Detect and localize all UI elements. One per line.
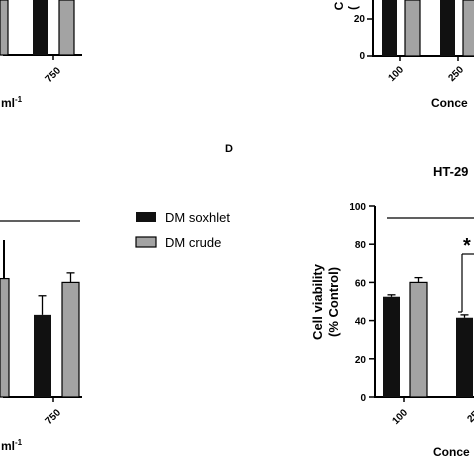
bar-750-crude-left [0,0,9,56]
y-axis-label-line1: Cell viability [310,263,325,340]
y-label-fragment-1: C [332,1,346,10]
chart-title: HT-29 [433,164,468,179]
y-tick-label: 0 [360,393,366,404]
bar-25-soxhlet [456,317,473,397]
panel-bottom-right: HT-29 Cell viability (% Control) * Conce… [310,164,474,459]
bar-100-crude [409,281,428,398]
x-tick-label-25: 25 [465,409,474,425]
y-tick-label: 40 [355,317,367,328]
panel-letter: D [225,143,233,155]
x-axis-label-fragment: Conce [431,96,468,110]
y-label-fragment-2: ( [346,6,360,10]
y-tick-label: 20 [355,355,367,366]
y-tick-label: 60 [355,278,367,289]
bar-100-crude [404,0,421,57]
bar-250-soxhlet [440,0,455,56]
significance-marker: * [463,235,471,257]
y-tick-label: 100 [349,202,366,213]
y-tick-label-0: 0 [359,51,365,62]
y-tick-label: 80 [355,240,367,251]
panel-bottom-left: 750 ml-1 [0,220,82,453]
bar-100-soxhlet [383,296,400,397]
legend-swatch-soxhlet [136,212,156,222]
y-axis-label-line2: (% Control) [326,267,341,337]
x-tick-label-100: 100 [386,64,406,84]
x-tick-label-250: 250 [446,64,466,84]
bar-100-soxhlet [382,0,397,56]
x-axis-unit-top: ml-1 [1,95,23,110]
x-tick-label-750: 750 [43,65,63,85]
bar-750-crude [58,0,75,56]
bar-250-crude [462,0,474,57]
x-axis-label-fragment: Conce [433,445,470,459]
y-tick-label-20: 20 [354,14,366,25]
legend-label-soxhlet: DM soxhlet [165,210,230,225]
bar-500-crude [0,277,10,398]
legend-label-crude: DM crude [165,235,221,250]
x-tick-label-100: 100 [390,407,410,427]
bar-750-soxhlet [33,0,48,55]
bar-750-soxhlet [34,314,51,397]
x-tick-label-750: 750 [43,407,63,427]
legend-swatch-crude [135,236,157,248]
legend: DM soxhlet DM crude [135,210,230,250]
x-axis-unit-bottom: ml-1 [1,438,23,453]
panel-top-right: C ( 20 0 100 250 Conce [332,0,474,110]
bar-750-crude [61,281,80,398]
panel-top-left: 750 ml-1 [0,0,82,110]
